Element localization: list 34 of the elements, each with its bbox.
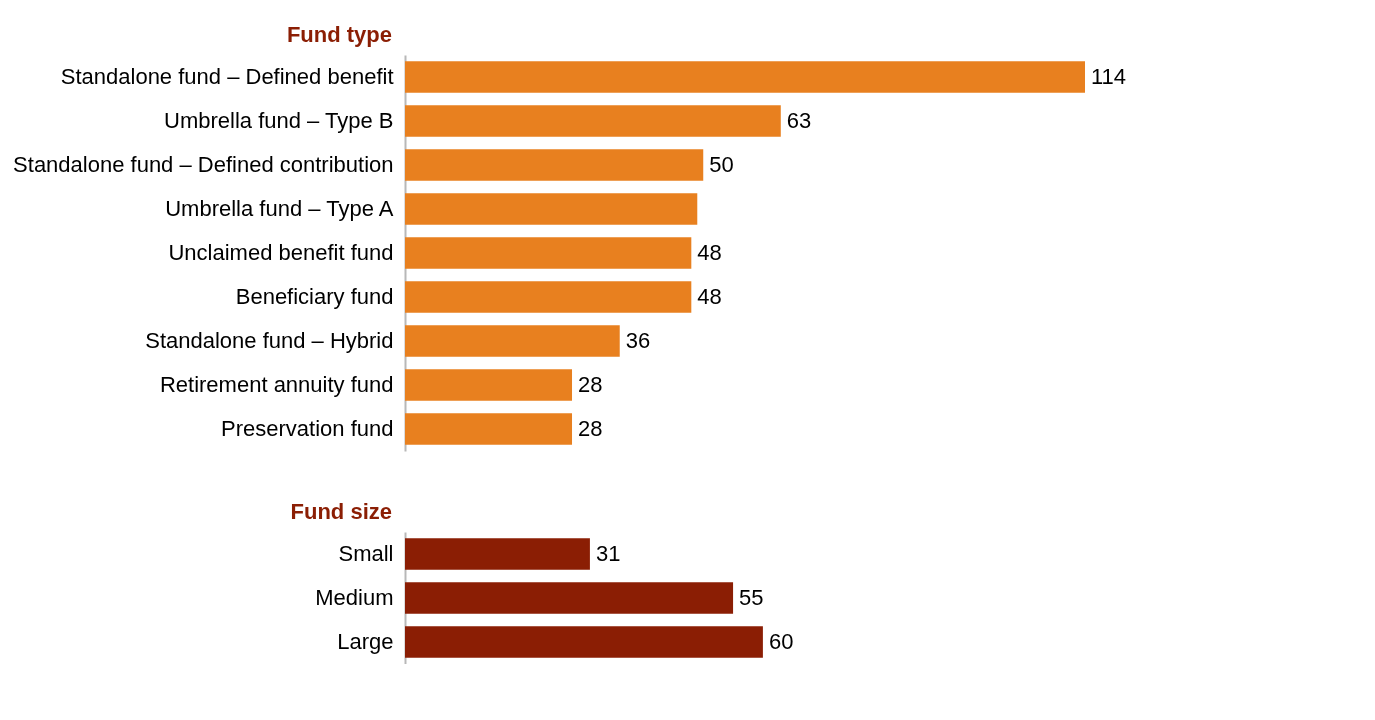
data-label: 60	[768, 629, 794, 654]
y-tick-label: Retirement annuity fund	[159, 372, 394, 397]
data-label: 63	[786, 108, 812, 133]
bar	[405, 193, 698, 225]
data-label: 31	[595, 541, 621, 566]
y-tick-label: Standalone fund – Hybrid	[145, 328, 394, 353]
y-tick-label: Umbrella fund – Type A	[165, 196, 394, 221]
bar	[405, 325, 620, 357]
bar	[405, 237, 692, 269]
data-label: 114	[1091, 64, 1127, 89]
bar	[405, 105, 781, 137]
y-tick-label: Small	[338, 541, 394, 566]
chart-title: Fund type	[286, 22, 392, 47]
y-tick-label: Medium	[315, 585, 394, 610]
data-label: 50	[709, 152, 734, 177]
data-label: 28	[578, 372, 603, 397]
chart-title: Fund size	[290, 499, 392, 524]
y-tick-label: Preservation fund	[221, 416, 394, 441]
bar	[405, 413, 573, 445]
y-tick-label: Large	[337, 629, 394, 654]
y-tick-label: Umbrella fund – Type B	[164, 108, 394, 133]
bar	[405, 149, 704, 181]
y-tick-label: Standalone fund – Defined contribution	[13, 152, 394, 177]
y-tick-label: Beneficiary fund	[235, 284, 394, 309]
data-label: 55	[739, 585, 764, 610]
bar	[405, 369, 573, 401]
y-tick-label: Unclaimed benefit fund	[168, 240, 394, 265]
bar	[405, 61, 1085, 93]
data-label: 48	[697, 240, 722, 265]
data-label: 36	[625, 328, 651, 353]
bar	[405, 281, 692, 313]
y-tick-label: Standalone fund – Defined benefit	[60, 64, 394, 89]
data-label: 28	[578, 416, 603, 441]
data-label: 48	[697, 284, 722, 309]
